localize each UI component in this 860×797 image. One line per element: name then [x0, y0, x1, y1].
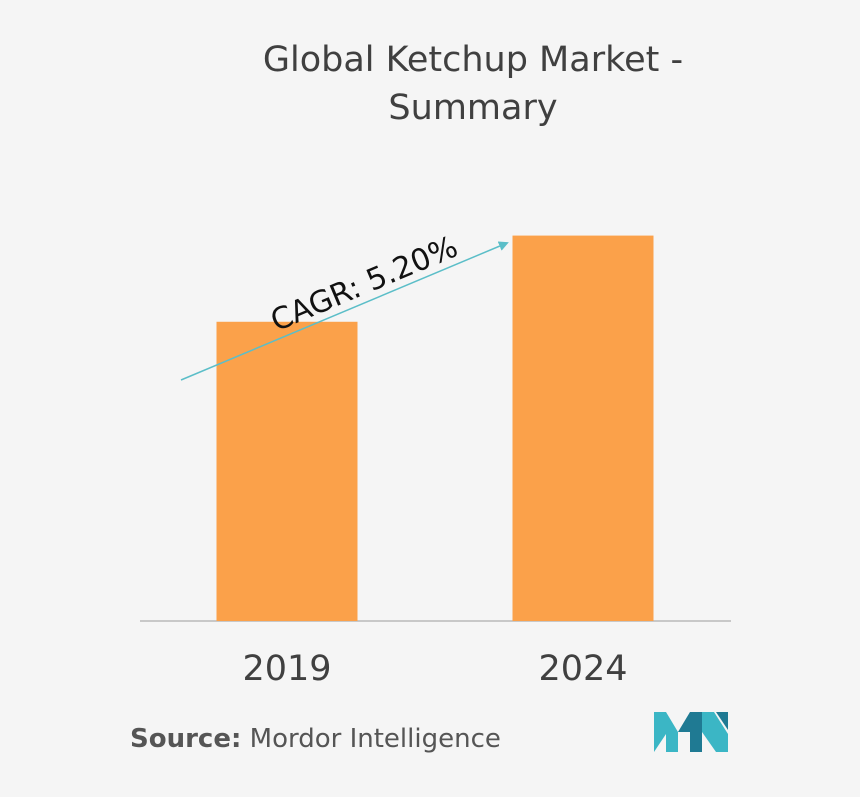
- bar-2024: [512, 235, 654, 622]
- cagr-arrow: [180, 241, 509, 381]
- chart-title-line-1: Global Ketchup Market -: [262, 40, 684, 80]
- cagr-label: CAGR: 5.20%: [266, 230, 463, 339]
- x-tick-label-2019: 2019: [242, 649, 331, 689]
- x-tick-label-2024: 2024: [538, 649, 627, 689]
- mordor-intelligence-logo-icon: [654, 712, 728, 752]
- chart-title: Global Ketchup Market - Summary: [0, 36, 860, 132]
- chart-title-line-2: Summary: [388, 88, 558, 128]
- source-text: Mordor Intelligence: [249, 724, 501, 754]
- bar-2019: [216, 321, 358, 621]
- source-note: Source: Mordor Intelligence: [130, 724, 501, 754]
- source-label: Source:: [130, 724, 242, 754]
